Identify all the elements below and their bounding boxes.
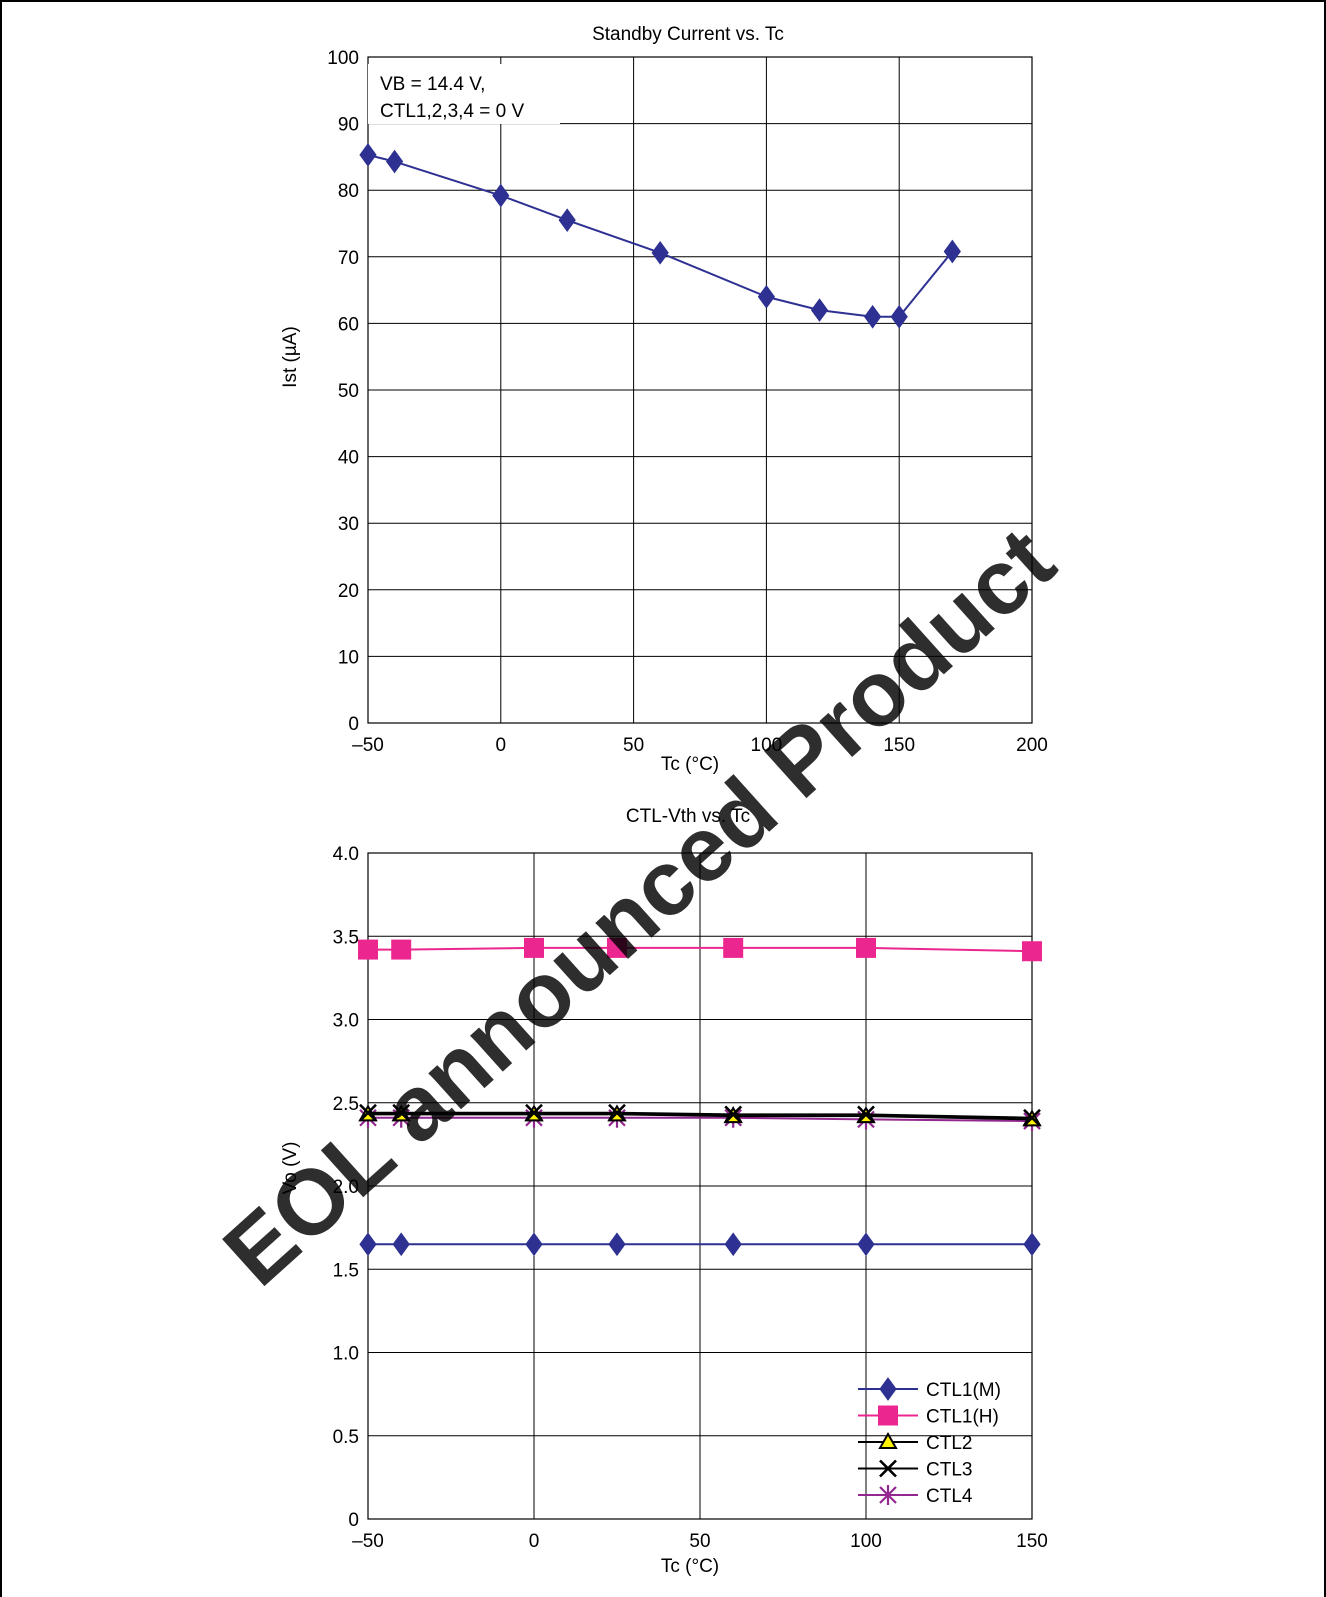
- x-tick-label: 150: [1016, 1531, 1048, 1552]
- y-tick-label: 100: [327, 48, 359, 69]
- data-point-ctl1m: [724, 1232, 742, 1257]
- chart2-plot-area: [367, 852, 1033, 1520]
- y-tick-label: 1.5: [333, 1260, 359, 1281]
- y-tick-label: 90: [338, 115, 359, 136]
- chart1-x-axis-label: Tc (°C): [661, 754, 719, 775]
- x-tick-label: –50: [352, 1531, 384, 1552]
- chart1-annotation-line2: CTL1,2,3,4 = 0 V: [380, 101, 524, 122]
- x-tick-label: 100: [751, 735, 783, 756]
- x-tick-label: 50: [689, 1531, 710, 1552]
- chart2-y-axis-label: Vo (V): [280, 1142, 301, 1195]
- chart2-x-axis-label: Tc (°C): [661, 1556, 719, 1577]
- chart2-title: CTL-Vth vs. Tc: [626, 806, 750, 827]
- standby-current-point: [492, 183, 510, 208]
- y-tick-label: 2.5: [333, 1094, 359, 1115]
- y-tick-label: 50: [338, 381, 359, 402]
- y-tick-label: 40: [338, 448, 359, 469]
- y-tick-label: 3.5: [333, 927, 359, 948]
- y-tick-label: 0: [348, 714, 359, 735]
- y-tick-label: 80: [338, 181, 359, 202]
- chart2-gridlines: [367, 852, 1033, 1520]
- legend-label-ctl2: CTL2: [926, 1433, 972, 1454]
- chart1-y-tick-labels: 0 10 20 30 40 50 60 70 80 90 100: [327, 48, 359, 735]
- x-tick-label: 50: [623, 735, 644, 756]
- ctl-vth-chart: CTL-Vth vs. Tc –50 0 50 100 150 00.51.01.52.…: [280, 806, 1048, 1577]
- data-point-ctl3: [857, 1105, 875, 1124]
- standby-current-point: [810, 298, 829, 322]
- chart1-plot-area: [367, 56, 1033, 724]
- x-tick-label: 200: [1016, 735, 1048, 756]
- chart2-series: [358, 937, 1042, 1257]
- y-tick-label: 10: [338, 647, 359, 668]
- legend-label-ctl1m: CTL1(M): [926, 1380, 1001, 1401]
- data-point-ctl3: [359, 1103, 377, 1122]
- data-point-ctl1m: [359, 1232, 377, 1257]
- data-point-ctl3: [608, 1103, 626, 1122]
- standby-current-point: [757, 284, 776, 309]
- standby-current-chart: Standby Current vs. Tc VB = 14.4 V, CTL1…: [280, 24, 1048, 775]
- data-point-ctl1h: [723, 937, 744, 958]
- y-tick-label: 2.0: [333, 1177, 359, 1198]
- x-tick-label: 100: [850, 1531, 882, 1552]
- x-tick-label: 0: [529, 1531, 540, 1552]
- chart2-x-tick-labels: –50 0 50 100 150: [352, 1531, 1048, 1552]
- standby-current-point: [385, 149, 404, 174]
- standby-current-point: [651, 240, 669, 265]
- y-tick-label: 0: [348, 1510, 359, 1531]
- legend-marker-ctl3: [879, 1459, 897, 1478]
- data-point-ctl1h: [524, 937, 544, 958]
- y-tick-label: 0.5: [333, 1427, 359, 1448]
- legend-label-ctl1h: CTL1(H): [926, 1407, 999, 1428]
- chart1-annotation: VB = 14.4 V, CTL1,2,3,4 = 0 V: [368, 64, 560, 124]
- standby-current-point: [558, 208, 576, 233]
- legend-marker-ctl1m: [879, 1377, 897, 1401]
- y-tick-label: 60: [338, 314, 359, 335]
- y-tick-label: 3.0: [333, 1011, 359, 1032]
- data-point-ctl3: [1023, 1108, 1041, 1127]
- x-tick-label: 150: [883, 735, 915, 756]
- data-point-ctl1m: [1023, 1232, 1041, 1257]
- standby-current-point: [890, 304, 908, 329]
- chart1-gridlines: [367, 56, 1033, 724]
- chart1-annotation-line1: VB = 14.4 V,: [380, 74, 485, 95]
- standby-current-point: [864, 304, 882, 329]
- data-point-ctl1h: [1022, 941, 1042, 962]
- data-point-ctl3: [724, 1105, 743, 1124]
- data-point-ctl1h: [391, 939, 412, 960]
- data-point-ctl3: [392, 1103, 411, 1122]
- y-tick-label: 70: [338, 248, 359, 269]
- y-tick-label: 30: [338, 514, 359, 535]
- legend-label-ctl4: CTL4: [926, 1486, 973, 1507]
- y-tick-label: 4.0: [333, 844, 359, 865]
- data-point-ctl1m: [857, 1232, 875, 1257]
- legend-label-ctl3: CTL3: [926, 1460, 972, 1481]
- data-point-ctl1h: [607, 937, 627, 958]
- chart2-legend: CTL1(M) CTL1(H) CTL2 CTL3 CTL4: [858, 1377, 1001, 1507]
- standby-current-point: [359, 143, 377, 167]
- chart1-title: Standby Current vs. Tc: [592, 24, 784, 45]
- x-tick-label: 0: [496, 735, 507, 756]
- x-tick-label: –50: [352, 735, 384, 756]
- data-point-ctl3: [525, 1103, 543, 1122]
- chart1-y-axis-label: Ist (µA): [280, 326, 301, 388]
- standby-current-point: [943, 239, 961, 264]
- data-point-ctl1m: [608, 1232, 626, 1257]
- legend-marker-ctl1h: [878, 1405, 898, 1426]
- chart1-annotation-bg: [368, 64, 560, 124]
- standby-current-line: [367, 153, 954, 318]
- chart1-series: [359, 143, 961, 329]
- chart1-x-tick-labels: –50 0 50 100 150 200: [352, 735, 1048, 756]
- data-point-ctl1h: [358, 939, 378, 960]
- legend-marker-ctl2: [878, 1431, 898, 1449]
- data-point-ctl1h: [856, 937, 876, 958]
- chart2-y-tick-labels: 0 0.5 1.0 1.5 2.0 2.5 3.0 3.5 4.0: [333, 844, 359, 1531]
- y-tick-label: 1.0: [333, 1344, 359, 1365]
- data-point-ctl1m: [392, 1232, 410, 1257]
- legend-marker-ctl4: [879, 1485, 897, 1505]
- data-point-ctl1m: [525, 1232, 543, 1257]
- y-tick-label: 20: [338, 581, 359, 602]
